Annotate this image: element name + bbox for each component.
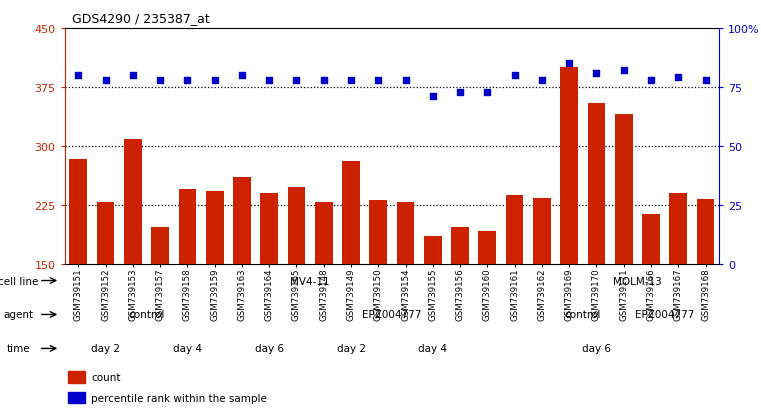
Text: count: count [91,372,121,382]
Bar [260,193,278,264]
Point [291,77,303,84]
Point [645,77,657,84]
Point [618,68,630,74]
Bar [315,203,333,264]
Bar [68,392,85,404]
Point [100,77,112,84]
Point [72,73,84,79]
Bar [587,103,605,264]
Point [209,77,221,84]
Text: day 2: day 2 [91,344,120,354]
Point [400,77,412,84]
Bar [97,203,114,264]
Bar [342,162,360,264]
Bar [369,200,387,264]
Text: EPZ004777: EPZ004777 [635,310,694,320]
Bar [560,68,578,264]
Bar [151,228,169,264]
Point [345,77,357,84]
Point [454,89,466,96]
Point [427,94,439,100]
Bar [179,190,196,264]
Point [372,77,384,84]
Point [154,77,166,84]
Point [236,73,248,79]
Text: day 2: day 2 [336,344,365,354]
Bar [533,199,551,264]
Point [481,89,493,96]
Text: EPZ004777: EPZ004777 [362,310,422,320]
Bar [288,188,305,264]
Bar [68,371,85,383]
Point [263,77,275,84]
Bar [205,192,224,264]
Text: day 4: day 4 [419,344,447,354]
Bar [124,140,142,264]
Point [508,73,521,79]
Text: percentile rank within the sample: percentile rank within the sample [91,393,267,403]
Text: day 6: day 6 [255,344,284,354]
Point [563,61,575,67]
Bar [424,237,441,264]
Bar [670,193,687,264]
Point [317,77,330,84]
Text: control: control [565,310,601,320]
Point [699,77,712,84]
Text: GDS4290 / 235387_at: GDS4290 / 235387_at [72,12,210,25]
Bar [233,178,251,264]
Bar [451,228,469,264]
Text: cell line: cell line [0,276,38,286]
Text: MOLM-13: MOLM-13 [613,276,662,286]
Bar [696,199,715,264]
Bar [615,115,632,264]
Bar [396,202,415,264]
Point [127,73,139,79]
Bar [506,196,524,264]
Point [591,70,603,77]
Bar [642,215,660,264]
Text: day 4: day 4 [173,344,202,354]
Point [672,75,684,81]
Bar [69,160,88,264]
Text: agent: agent [3,310,33,320]
Bar [479,231,496,264]
Text: day 6: day 6 [582,344,611,354]
Point [536,77,548,84]
Point [181,77,193,84]
Text: MV4-11: MV4-11 [290,276,330,286]
Text: control: control [129,310,164,320]
Text: time: time [6,344,30,354]
